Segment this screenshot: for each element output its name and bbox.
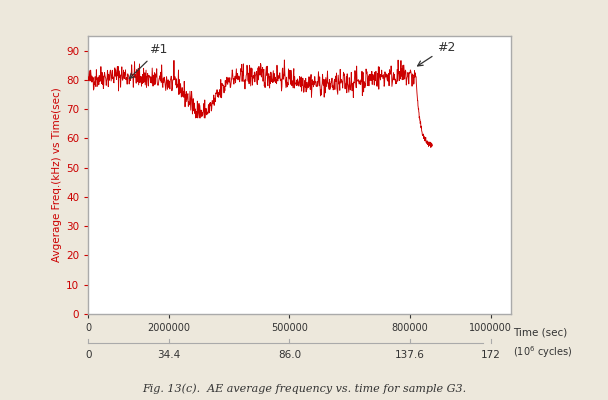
Text: Time (sec): Time (sec) <box>513 328 567 338</box>
Y-axis label: Avgerage Freq.(kHz) vs Time(sec): Avgerage Freq.(kHz) vs Time(sec) <box>52 88 62 262</box>
Text: Fig. 13(c).  AE average frequency vs. time for sample G3.: Fig. 13(c). AE average frequency vs. tim… <box>142 384 466 394</box>
Text: #2: #2 <box>418 40 455 66</box>
Text: 0: 0 <box>85 350 91 360</box>
Text: 34.4: 34.4 <box>157 350 181 360</box>
Text: 86.0: 86.0 <box>278 350 301 360</box>
Text: 172: 172 <box>481 350 500 360</box>
Text: $(10^6$ cycles): $(10^6$ cycles) <box>513 344 572 360</box>
Text: #1: #1 <box>130 44 168 78</box>
Text: 137.6: 137.6 <box>395 350 425 360</box>
